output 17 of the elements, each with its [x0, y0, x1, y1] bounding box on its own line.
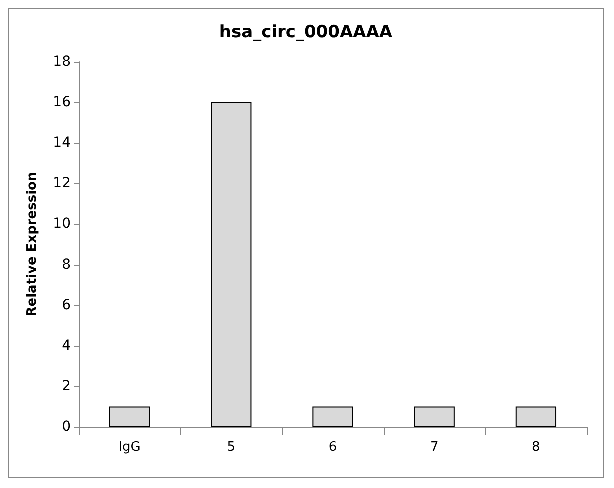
x-tick-label: IgG [118, 440, 141, 455]
y-tick-label: 12 [53, 176, 71, 192]
chart-title: hsa_circ_000AAAA [219, 22, 394, 42]
y-tick-label: 18 [53, 54, 71, 70]
y-tick-label: 10 [53, 216, 71, 232]
y-tick-label: 2 [62, 378, 71, 394]
y-tick-label: 0 [62, 419, 71, 435]
x-tick-label: 5 [227, 440, 236, 455]
y-axis-title: Relative Expression [25, 172, 40, 317]
y-tick-label: 6 [62, 297, 72, 314]
y-tick-label: 4 [62, 338, 72, 354]
y-tick-label: 14 [53, 135, 72, 152]
y-tick-label: 16 [53, 94, 72, 111]
y-tick-label: 8 [62, 256, 71, 273]
x-tick-label: 8 [532, 440, 540, 455]
x-tick-label: 7 [430, 440, 439, 455]
x-tick-label: 6 [328, 440, 338, 455]
